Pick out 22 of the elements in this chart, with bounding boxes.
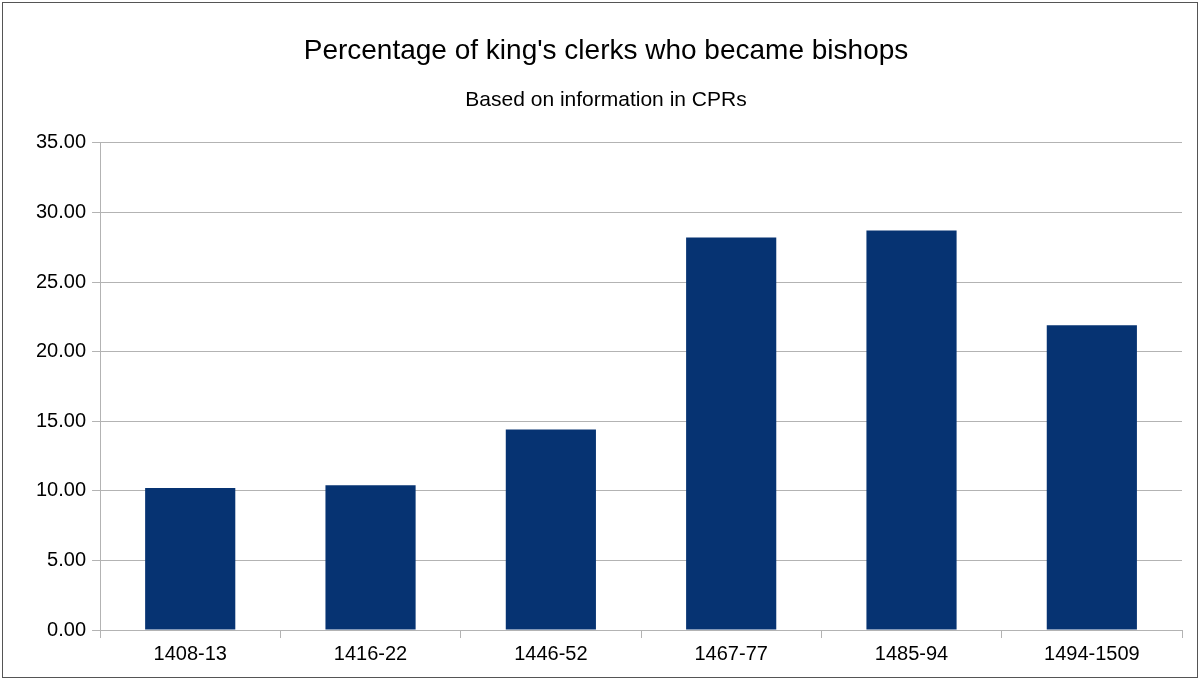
y-tick-label: 0.00	[47, 617, 87, 640]
bar	[325, 485, 416, 630]
bar	[145, 488, 236, 630]
x-tick-label: 1467-77	[694, 641, 768, 664]
chart-title: Percentage of king's clerks who became bishops	[303, 33, 909, 65]
x-tick-label: 1494-1509	[1044, 641, 1140, 664]
chart-subtitle: Based on information in CPRs	[465, 87, 747, 110]
y-tick-label: 30.00	[35, 199, 87, 222]
y-tick-label: 20.00	[35, 339, 87, 362]
bar	[866, 230, 957, 630]
y-tick-label: 15.00	[35, 408, 87, 431]
y-tick-label: 35.00	[35, 130, 87, 153]
x-tick-label: 1446-52	[514, 641, 588, 664]
x-tick-label: 1408-13	[153, 641, 227, 664]
bar	[686, 237, 777, 630]
bar	[505, 429, 596, 630]
x-tick-label: 1485-94	[874, 641, 949, 664]
y-tick-label: 5.00	[47, 547, 87, 570]
y-tick-label: 25.00	[35, 269, 87, 292]
bar	[1046, 325, 1137, 630]
x-tick-label: 1416-22	[333, 641, 408, 664]
y-tick-label: 10.00	[35, 478, 87, 501]
